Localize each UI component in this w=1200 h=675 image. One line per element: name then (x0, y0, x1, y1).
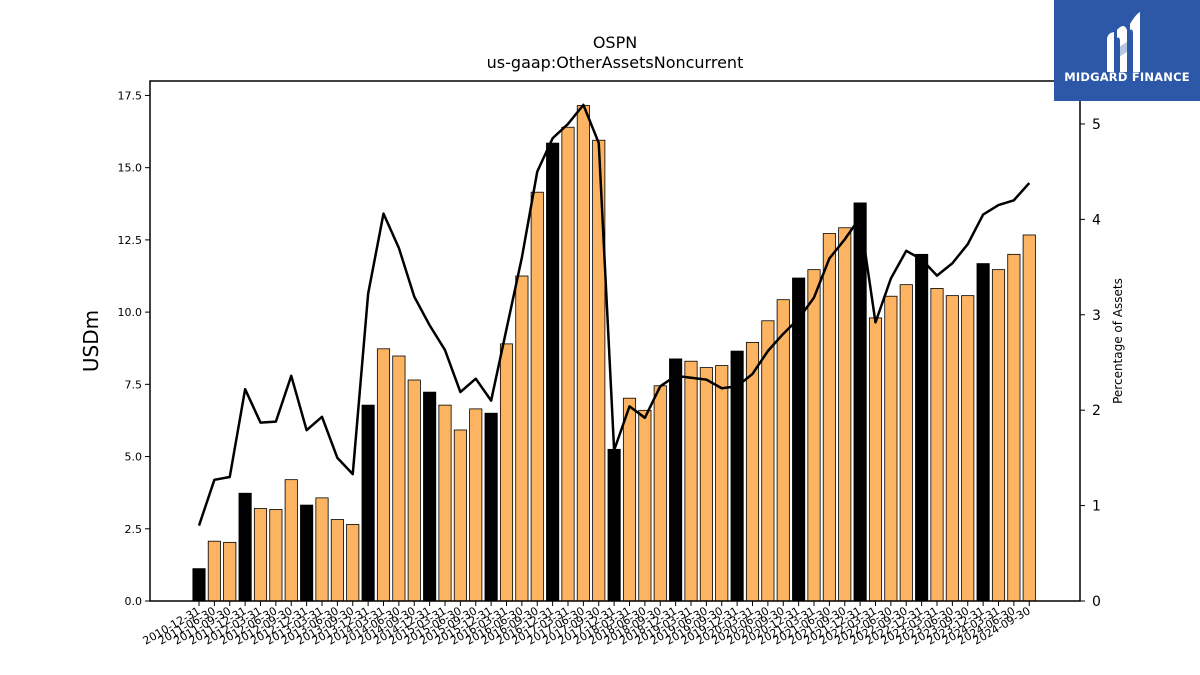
y-tick-label: 2.5 (125, 523, 143, 536)
midgard-logo-icon (1107, 12, 1140, 72)
bar-2012-12-31 (300, 504, 314, 602)
bar-2021-12-31 (853, 202, 867, 602)
bar-2019-12-31 (730, 350, 744, 602)
bar-2014-06-30 (392, 355, 406, 602)
bar-2019-06-30 (699, 367, 713, 602)
chart-title: OSPN (593, 33, 637, 52)
bar-2021-03-31 (807, 269, 821, 602)
bar-2023-06-30 (945, 295, 959, 602)
bar-2024-09-30 (1022, 234, 1036, 602)
bar-2012-03-31 (253, 508, 268, 602)
bar-2020-03-31 (745, 342, 760, 602)
bar-2021-06-30 (822, 233, 836, 602)
bar-series (192, 105, 1036, 602)
bar-2024-06-30 (1007, 253, 1021, 602)
bar-2013-12-31 (361, 404, 375, 602)
bar-2014-12-31 (423, 391, 437, 602)
pct-of-assets-line (197, 103, 1031, 527)
chart-subtitle: us-gaap:OtherAssetsNoncurrent (487, 53, 744, 72)
bar-2013-03-31 (315, 497, 329, 602)
bar-2015-06-30 (453, 429, 467, 602)
bar-2022-03-31 (868, 317, 883, 602)
y-tick-label: 17.5 (118, 89, 143, 102)
bar-2018-12-31 (669, 358, 683, 602)
brand-logo: MIDGARD FINANCE (1054, 0, 1200, 101)
bar-2011-12-31 (238, 492, 252, 602)
bar-2016-03-31 (499, 343, 514, 602)
bar-2016-09-30 (530, 191, 544, 602)
bar-2017-06-30 (576, 105, 590, 602)
bar-2011-03-31 (207, 540, 221, 602)
y-axis-left: 0.0 2.5 5.0 7.5 10.0 12.5 15.0 17.5 (118, 89, 150, 608)
y-tick-label: 15.0 (118, 162, 143, 175)
y2-tick-label: 4 (1092, 212, 1101, 228)
bar-2024-03-31 (991, 269, 1006, 602)
y-tick-label: 0.0 (125, 595, 143, 608)
y-tick-label: 5.0 (125, 451, 143, 464)
bar-2023-12-31 (976, 263, 990, 602)
bar-2018-03-31 (622, 397, 637, 602)
bar-2018-09-30 (653, 385, 667, 602)
y2-tick-label: 1 (1092, 499, 1101, 515)
y2-tick-label: 0 (1092, 594, 1101, 610)
bar-2015-03-31 (438, 404, 452, 602)
y2-tick-label: 2 (1092, 403, 1101, 419)
pct-line-series (197, 103, 1031, 527)
bar-2019-03-31 (684, 360, 698, 602)
y-tick-label: 12.5 (118, 234, 143, 247)
bar-2017-12-31 (607, 448, 621, 602)
bar-2022-09-30 (899, 284, 913, 602)
x-axis: 2010-12-312011-06-302011-09-302011-12-31… (141, 601, 1033, 648)
bar-2010-12-31 (192, 568, 206, 602)
y-tick-label: 10.0 (118, 306, 143, 319)
bar-2012-06-30 (269, 509, 283, 602)
bar-2020-06-30 (761, 320, 775, 602)
y-axis-label: USDm (79, 310, 103, 372)
bar-2022-06-30 (884, 295, 898, 602)
bar-2021-09-30 (838, 227, 852, 602)
bar-2023-09-30 (961, 295, 975, 602)
y2-axis-label: Percentage of Assets (1111, 278, 1125, 404)
y2-tick-label: 5 (1092, 117, 1101, 133)
plot-frame (149, 80, 1081, 602)
bar-2020-09-30 (776, 299, 790, 602)
y2-tick-label: 3 (1092, 308, 1101, 324)
bar-2022-12-31 (915, 253, 929, 602)
bar-2016-12-31 (546, 142, 560, 602)
bar-2019-09-30 (715, 365, 729, 602)
bar-2023-03-31 (930, 288, 944, 602)
y-axis-right: 0 1 2 3 4 5 (1080, 117, 1101, 610)
brand-name: MIDGARD FINANCE (1064, 70, 1190, 84)
bar-2015-09-30 (469, 408, 483, 602)
bar-2013-06-30 (330, 519, 344, 602)
bar-2015-12-31 (484, 412, 498, 602)
y-tick-label: 7.5 (125, 378, 143, 391)
bar-2012-09-30 (284, 479, 298, 602)
bar-2013-09-30 (346, 524, 360, 602)
bar-2016-06-30 (515, 275, 529, 602)
bar-2020-12-31 (792, 277, 806, 602)
bar-2014-09-30 (407, 379, 421, 602)
bar-2011-06-30 (223, 541, 237, 602)
bar-2018-06-30 (638, 409, 652, 602)
bar-2014-03-31 (376, 348, 391, 602)
bar-2017-03-31 (561, 126, 575, 602)
